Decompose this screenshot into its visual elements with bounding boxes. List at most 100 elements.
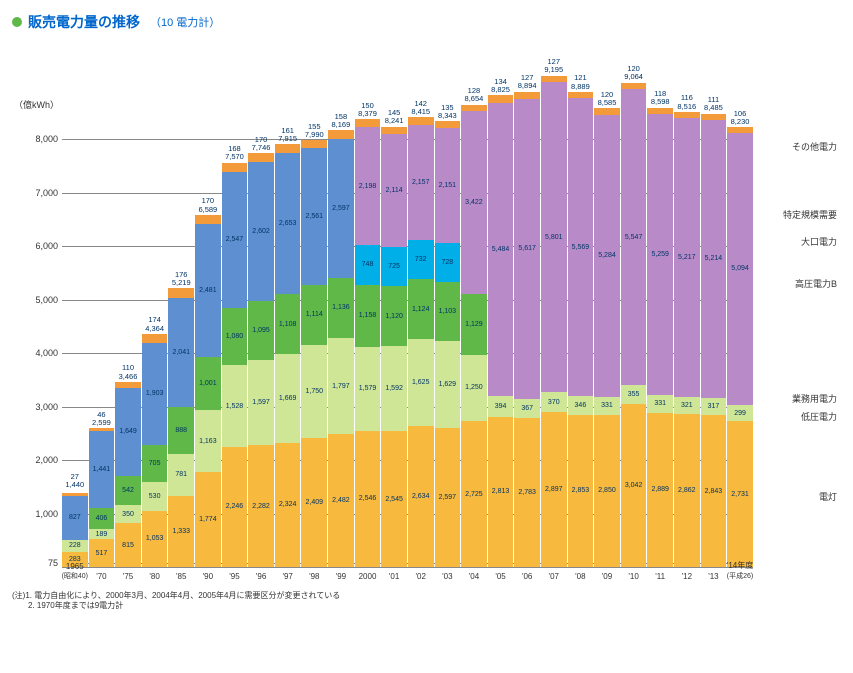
bar-segment-teiatsu: 394 (488, 396, 514, 417)
bar-top-label: 1208,585 (598, 91, 617, 109)
chart-subtitle: （10 電力計） (150, 14, 220, 30)
bar-column: 1557,9902,4091,7501,1142,561'98 (301, 70, 327, 567)
bar-segment-sonota (408, 117, 434, 125)
bar-column: 1588,1692,4821,7971,1362,597'99 (328, 70, 354, 567)
bar-column: 1209,0643,0423555,547'10 (621, 70, 647, 567)
bar-segment-teiatsu: 331 (647, 395, 673, 413)
bar-top-label: 1744,364 (145, 316, 164, 334)
x-tick-label: '01 (389, 572, 399, 581)
title-bullet (12, 17, 22, 27)
chart-title-row: 販売電力量の推移 （10 電力計） (12, 12, 841, 32)
x-tick-label: '13 (708, 572, 718, 581)
x-tick-label: '07 (549, 572, 559, 581)
bar-segment-tokutei: 5,484 (488, 103, 514, 396)
bar-segment-oguchi: 1,903 (142, 343, 168, 445)
bar-top-label: 271,440 (65, 473, 84, 491)
bar-segment-teiatsu: 1,750 (301, 345, 327, 439)
x-tick-label: '04 (469, 572, 479, 581)
bar-segment-sonota (115, 382, 141, 388)
bar-segment-dento: 2,246 (222, 447, 248, 567)
bar-top-label: 1458,241 (385, 109, 404, 127)
bar-column: 1508,3792,5461,5791,1587482,1982000 (355, 70, 381, 567)
x-tick-label: '80 (149, 572, 159, 581)
bar-segment-dento: 2,850 (594, 415, 620, 567)
bar-column: 1279,1952,8973705,801'07 (541, 70, 567, 567)
x-tick-label: '70 (96, 572, 106, 581)
bar-top-label: 1358,343 (438, 104, 457, 122)
bar-segment-teiatsu: 331 (594, 397, 620, 415)
bar-column: 1168,5162,8623215,217'12 (674, 70, 700, 567)
bar-segment-teiatsu: 189 (89, 529, 115, 539)
bar-segment-gyomu: 1,158 (355, 285, 381, 347)
bar-segment-tokutei: 2,157 (408, 125, 434, 240)
bar-segment-sonota (674, 112, 700, 118)
bar-segment-sonota (222, 163, 248, 172)
bar-column: 1706,5891,7741,1631,0012,481'90 (195, 70, 221, 567)
bar-segment-dento: 815 (115, 523, 141, 567)
bar-segment-tokutei: 2,198 (355, 127, 381, 244)
bar-top-label: 1118,485 (704, 96, 723, 114)
bar-top-label: 1706,589 (198, 197, 217, 215)
bar-segment-teiatsu: 228 (62, 540, 88, 552)
bar-column: 1068,2302,7312995,094'14年度(平成26) (727, 70, 753, 567)
bar-top-label: 1209,064 (624, 65, 643, 83)
bar-segment-dento: 2,409 (301, 438, 327, 567)
bar-column: 1428,4152,6341,6251,1247322,157'02 (408, 70, 434, 567)
x-tick-label: '02 (416, 572, 426, 581)
bar-column: 1288,6542,7251,2501,1293,422'04 (461, 70, 487, 567)
bar-top-label: 1103,466 (119, 364, 138, 382)
bar-segment-sonota (62, 493, 88, 495)
x-tick-label: 1965(昭和40) (62, 562, 88, 581)
bar-top-label: 1168,516 (677, 94, 696, 112)
bar-segment-dento: 3,042 (621, 404, 647, 567)
bar-segment-oguchi: 827 (62, 496, 88, 540)
bar-segment-teiatsu: 1,625 (408, 339, 434, 426)
bar-segment-teiatsu: 346 (568, 396, 594, 414)
bar-segment-koatsub: 725 (381, 247, 407, 286)
bar-segment-teiatsu: 1,592 (381, 346, 407, 431)
y-tick-label: 3,000 (35, 402, 58, 412)
legend-gyomu: 業務用電力 (792, 392, 837, 405)
bars-row: 271,4402832288271965(昭和40)462,5995171894… (62, 70, 753, 567)
legend-dento: 電灯 (819, 490, 837, 503)
bar-segment-sonota (275, 144, 301, 153)
bar-segment-teiatsu: 1,528 (222, 365, 248, 447)
bar-segment-tokutei: 3,422 (461, 111, 487, 294)
bar-column: 1218,8892,8533465,569'08 (568, 70, 594, 567)
bar-segment-gyomu: 542 (115, 476, 141, 505)
bar-segment-teiatsu: 530 (142, 482, 168, 510)
bar-segment-dento: 2,783 (514, 418, 540, 567)
bar-segment-tokutei: 5,284 (594, 115, 620, 397)
bar-segment-teiatsu: 367 (514, 399, 540, 419)
bar-column: 462,5995171894061,441'70 (89, 70, 115, 567)
bar-segment-tokutei: 5,259 (647, 114, 673, 395)
x-tick-label: '95 (229, 572, 239, 581)
x-tick-label: '03 (442, 572, 452, 581)
bar-top-label: 1188,598 (651, 90, 670, 108)
bar-segment-dento: 2,282 (248, 445, 274, 567)
y-tick-label: 8,000 (35, 134, 58, 144)
bar-top-label: 1279,195 (544, 58, 563, 76)
bar-segment-dento: 2,546 (355, 431, 381, 567)
bar-column: 1617,9152,3241,6691,1082,653'97 (275, 70, 301, 567)
bar-segment-dento: 2,634 (408, 426, 434, 567)
bar-segment-tokutei: 5,801 (541, 82, 567, 392)
bar-segment-sonota (301, 140, 327, 148)
bar-segment-oguchi: 2,481 (195, 224, 221, 357)
legend-teiatsu: 低圧電力 (801, 410, 837, 423)
bar-segment-sonota (461, 105, 487, 112)
bar-segment-dento: 2,897 (541, 412, 567, 567)
x-tick-label: '09 (602, 572, 612, 581)
bar-column: 1687,5702,2461,5281,0802,547'95 (222, 70, 248, 567)
bar-segment-teiatsu: 1,669 (275, 354, 301, 443)
bar-segment-sonota (701, 114, 727, 120)
bar-segment-oguchi: 2,561 (301, 148, 327, 285)
legend-sonota: その他電力 (792, 140, 837, 153)
bar-segment-teiatsu: 370 (541, 392, 567, 412)
x-tick-label: '08 (575, 572, 585, 581)
bar-column: 1358,3432,5971,6291,1037282,151'03 (435, 70, 461, 567)
bar-segment-gyomu: 1,095 (248, 301, 274, 360)
x-tick-label: '99 (336, 572, 346, 581)
bar-segment-dento: 1,053 (142, 511, 168, 567)
x-tick-label: '85 (176, 572, 186, 581)
